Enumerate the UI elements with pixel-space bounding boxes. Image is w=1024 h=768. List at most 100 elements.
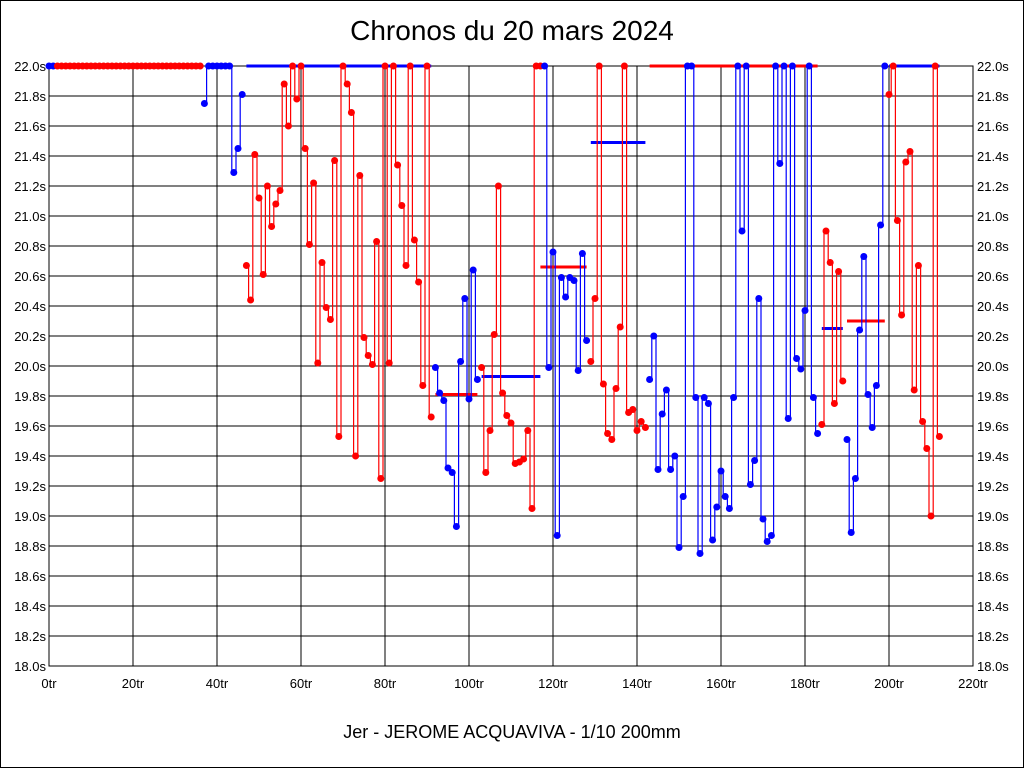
data-point-red <box>637 418 645 425</box>
data-point-blue <box>725 505 733 512</box>
data-point-blue <box>767 532 775 539</box>
data-point-red <box>910 386 918 394</box>
series-line-red <box>481 65 541 510</box>
data-point-blue <box>717 467 725 475</box>
data-point-blue <box>721 493 729 500</box>
data-point-blue <box>646 376 654 383</box>
y-tick-label-left: 20.6s <box>14 269 46 284</box>
data-point-red <box>343 80 351 88</box>
data-point-blue <box>688 62 696 70</box>
y-tick-label-left: 18.2s <box>14 629 46 644</box>
y-tick-label-left: 21.6s <box>14 119 46 134</box>
x-tick-label: 200tr <box>874 676 904 691</box>
y-tick-label-left: 20.4s <box>14 299 46 314</box>
data-point-red <box>620 62 628 70</box>
data-point-blue <box>457 358 465 365</box>
data-point-red <box>398 202 406 209</box>
data-point-blue <box>784 415 792 422</box>
y-tick-label-right: 18.4s <box>977 599 1009 614</box>
data-point-red <box>335 433 343 440</box>
y-tick-label-right: 19.0s <box>977 509 1009 524</box>
y-tick-label-right: 18.6s <box>977 569 1009 584</box>
x-tick-label: 60tr <box>290 676 313 691</box>
data-point-red <box>276 187 284 194</box>
series-line-blue <box>204 65 243 174</box>
data-point-red <box>633 427 641 434</box>
y-tick-label-right: 18.0s <box>977 659 1009 674</box>
x-tick-label: 120tr <box>538 676 568 691</box>
data-point-red <box>339 62 347 70</box>
data-point-red <box>818 421 826 428</box>
data-point-blue <box>730 394 738 401</box>
data-point-blue <box>469 266 477 274</box>
data-point-red <box>923 445 931 452</box>
y-tick-label-left: 19.4s <box>14 449 46 464</box>
data-point-blue <box>780 62 788 70</box>
data-point-blue <box>557 274 565 281</box>
x-tick-label: 80tr <box>374 676 397 691</box>
data-point-red <box>507 419 515 427</box>
data-point-red <box>490 331 498 338</box>
data-point-blue <box>562 293 570 301</box>
data-point-red <box>902 158 910 166</box>
x-tick-label: 160tr <box>706 676 736 691</box>
data-point-red <box>919 418 927 425</box>
data-point-red <box>406 62 414 70</box>
data-point-red <box>314 359 322 367</box>
y-tick-label-right: 18.8s <box>977 539 1009 554</box>
data-point-blue <box>847 529 855 536</box>
data-point-red <box>641 424 649 431</box>
data-point-red <box>364 352 372 359</box>
data-point-blue <box>877 221 885 229</box>
data-point-blue <box>709 536 717 544</box>
y-tick-label-right: 21.0s <box>977 209 1009 224</box>
data-point-blue <box>473 376 481 383</box>
data-point-red <box>297 62 305 70</box>
data-point-blue <box>814 430 822 437</box>
data-point-blue <box>868 424 876 431</box>
data-point-blue <box>788 62 796 70</box>
data-point-blue <box>667 466 675 473</box>
data-point-red <box>608 436 616 443</box>
series-line-red <box>246 65 432 480</box>
x-tick-label: 140tr <box>622 676 652 691</box>
series-line-blue <box>649 65 818 555</box>
data-point-blue <box>755 295 763 302</box>
data-point-blue <box>675 544 683 551</box>
data-point-red <box>318 259 326 266</box>
data-point-blue <box>570 277 578 284</box>
x-tick-label: 180tr <box>790 676 820 691</box>
data-point-blue <box>759 515 767 523</box>
data-point-red <box>494 182 502 190</box>
data-point-red <box>486 427 494 434</box>
y-tick-label-left: 21.0s <box>14 209 46 224</box>
data-point-red <box>616 323 624 331</box>
data-point-blue <box>856 326 864 334</box>
y-tick-label-left: 22.0s <box>14 59 46 74</box>
data-point-red <box>427 413 435 421</box>
x-tick-label: 220tr <box>958 676 988 691</box>
x-tick-label: 40tr <box>206 676 229 691</box>
y-tick-label-right: 21.6s <box>977 119 1009 134</box>
data-point-blue <box>742 62 750 70</box>
data-point-red <box>604 430 612 437</box>
data-point-red <box>524 427 532 434</box>
y-tick-label-left: 20.2s <box>14 329 46 344</box>
data-point-blue <box>696 550 704 557</box>
y-tick-label-right: 19.8s <box>977 389 1009 404</box>
data-point-blue <box>734 62 742 70</box>
y-tick-label-left: 21.8s <box>14 89 46 104</box>
x-tick-label: 0tr <box>41 676 57 691</box>
data-point-red <box>599 380 607 388</box>
y-tick-label-left: 21.2s <box>14 179 46 194</box>
data-point-red <box>478 364 486 371</box>
data-point-blue <box>801 307 809 314</box>
y-tick-label-left: 19.8s <box>14 389 46 404</box>
data-point-blue <box>851 475 859 482</box>
data-point-blue <box>200 100 208 107</box>
data-point-red <box>326 316 334 323</box>
data-point-blue <box>574 367 582 374</box>
data-point-blue <box>541 62 549 70</box>
data-point-red <box>629 406 637 413</box>
y-tick-label-right: 19.4s <box>977 449 1009 464</box>
